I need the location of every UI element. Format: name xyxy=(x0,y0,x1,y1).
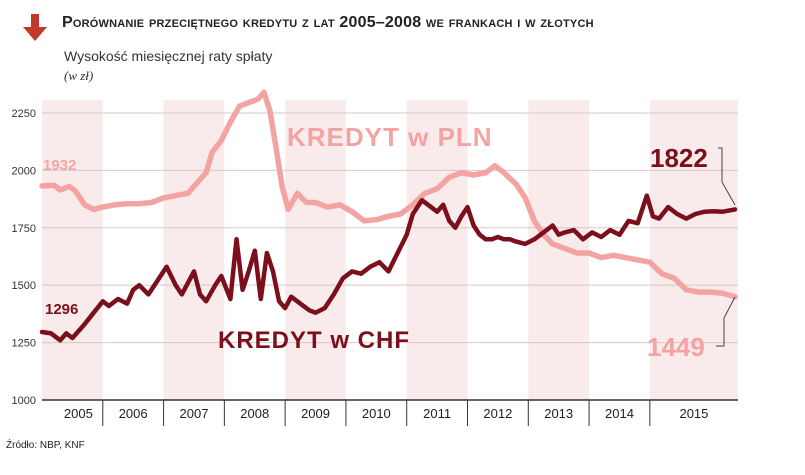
year-band xyxy=(406,100,468,400)
chart-title: Porównanie przeciętnego kredytu z lat 20… xyxy=(62,14,594,31)
year-band xyxy=(285,100,346,400)
y-tick-label: 2000 xyxy=(12,165,36,177)
year-band xyxy=(42,100,103,400)
year-band xyxy=(467,100,529,400)
callout-line-pln xyxy=(716,296,736,347)
end-value-pln: 1449 xyxy=(647,332,705,362)
x-tick-label: 2005 xyxy=(64,406,93,421)
end-value-chf: 1822 xyxy=(650,143,708,173)
x-tick-label: 2013 xyxy=(544,406,573,421)
y-tick-label: 2250 xyxy=(12,108,36,120)
start-value-chf: 1296 xyxy=(45,301,78,318)
series-line-pln xyxy=(39,89,738,300)
x-tick-label: 2015 xyxy=(679,406,708,421)
year-band xyxy=(649,100,738,400)
x-tick-label: 2014 xyxy=(605,406,634,421)
x-tick-label: 2007 xyxy=(180,406,209,421)
series-label-chf: KREDYT w CHF xyxy=(218,327,410,354)
x-axis: 2005 2006 2007 2008 2009 2010 2011 2012 2013 2014… xyxy=(42,399,738,426)
down-arrow-icon xyxy=(23,14,47,41)
series-lines xyxy=(39,89,738,343)
chart-subtitle: Wysokość miesięcznej raty spłaty xyxy=(64,48,273,64)
x-tick-label: 2010 xyxy=(362,406,391,421)
x-tick-label: 2011 xyxy=(423,406,451,421)
year-band xyxy=(589,100,650,400)
x-tick-label: 2009 xyxy=(301,406,330,421)
series-label-pln: KREDYT w PLN xyxy=(287,122,493,152)
series-line-chf xyxy=(39,193,738,343)
year-band xyxy=(528,100,590,400)
x-tick-label: 2008 xyxy=(240,406,269,421)
y-tick-label: 1750 xyxy=(12,223,36,235)
y-tick-label: 1000 xyxy=(12,395,36,407)
y-axis: 1000 1250 1500 1750 2000 2250 xyxy=(12,108,36,407)
unit-label: (w zł) xyxy=(64,68,94,83)
down-arrow-shape xyxy=(23,14,47,41)
header: Porównanie przeciętnego kredytu z lat 20… xyxy=(0,0,805,83)
start-value-pln: 1932 xyxy=(43,157,76,174)
series-labels: KREDYT w PLN KREDYT w CHF 1932 1296 1822… xyxy=(43,122,736,362)
callout-line-chf xyxy=(718,147,736,206)
x-tick-label: 2012 xyxy=(483,406,512,421)
x-tick-label: 2006 xyxy=(119,406,148,421)
year-band xyxy=(102,100,164,400)
y-tick-label: 1500 xyxy=(12,280,36,292)
y-tick-label: 1250 xyxy=(12,338,36,350)
source-note: Źródło: NBP, KNF xyxy=(6,440,85,451)
